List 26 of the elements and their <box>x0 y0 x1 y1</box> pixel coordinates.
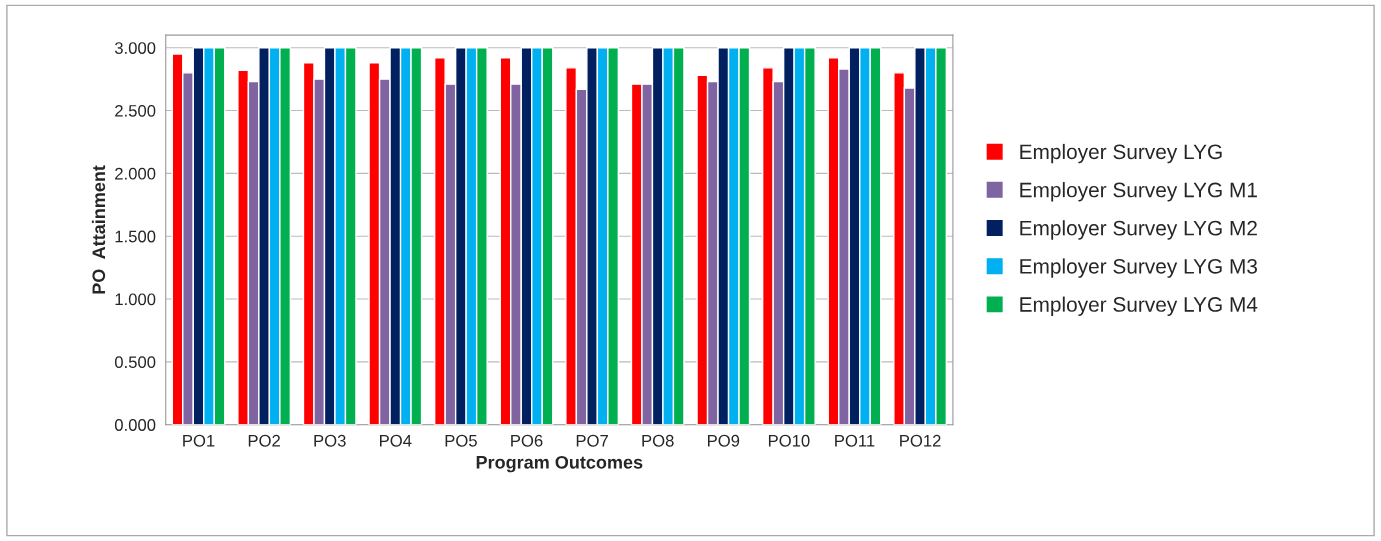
y-axis-title: PO Attainment <box>91 165 106 294</box>
x-tick-label: PO2 <box>248 434 280 447</box>
x-tick-label: PO3 <box>314 434 346 447</box>
y-tick-label: 0.500 <box>114 356 156 369</box>
y-tick-label: 2.000 <box>115 167 156 180</box>
x-tick-label: PO4 <box>380 434 412 447</box>
y-tick-label: 2.500 <box>115 104 156 117</box>
y-tick-label: 1.000 <box>115 293 156 306</box>
x-tick-label: PO9 <box>707 434 740 447</box>
x-axis-title: Program Outcomes <box>476 455 643 473</box>
legend-label: Employer Survey LYG <box>1020 143 1222 164</box>
x-tick-label: PO7 <box>576 434 608 447</box>
x-tick-label: PO6 <box>511 434 543 447</box>
x-tick-label: PO8 <box>642 434 674 447</box>
x-tick-label: PO5 <box>445 434 477 447</box>
x-tick-label: PO12 <box>900 434 941 447</box>
y-tick-label: 3.000 <box>114 42 156 54</box>
y-tick-label: 0.000 <box>114 419 156 431</box>
y-tick-label: 1.500 <box>115 230 156 243</box>
x-tick-label: PO11 <box>835 434 875 447</box>
legend-label: Employer Survey LYG M2 <box>1020 220 1257 240</box>
legend-label: Employer Survey LYG M3 <box>1020 258 1258 278</box>
x-tick-label: PO10 <box>768 434 810 447</box>
legend-label: Employer Survey LYG M1 <box>1020 182 1257 202</box>
x-tick-label: PO1 <box>183 434 215 447</box>
legend-label: Employer Survey LYG M4 <box>1020 296 1258 316</box>
